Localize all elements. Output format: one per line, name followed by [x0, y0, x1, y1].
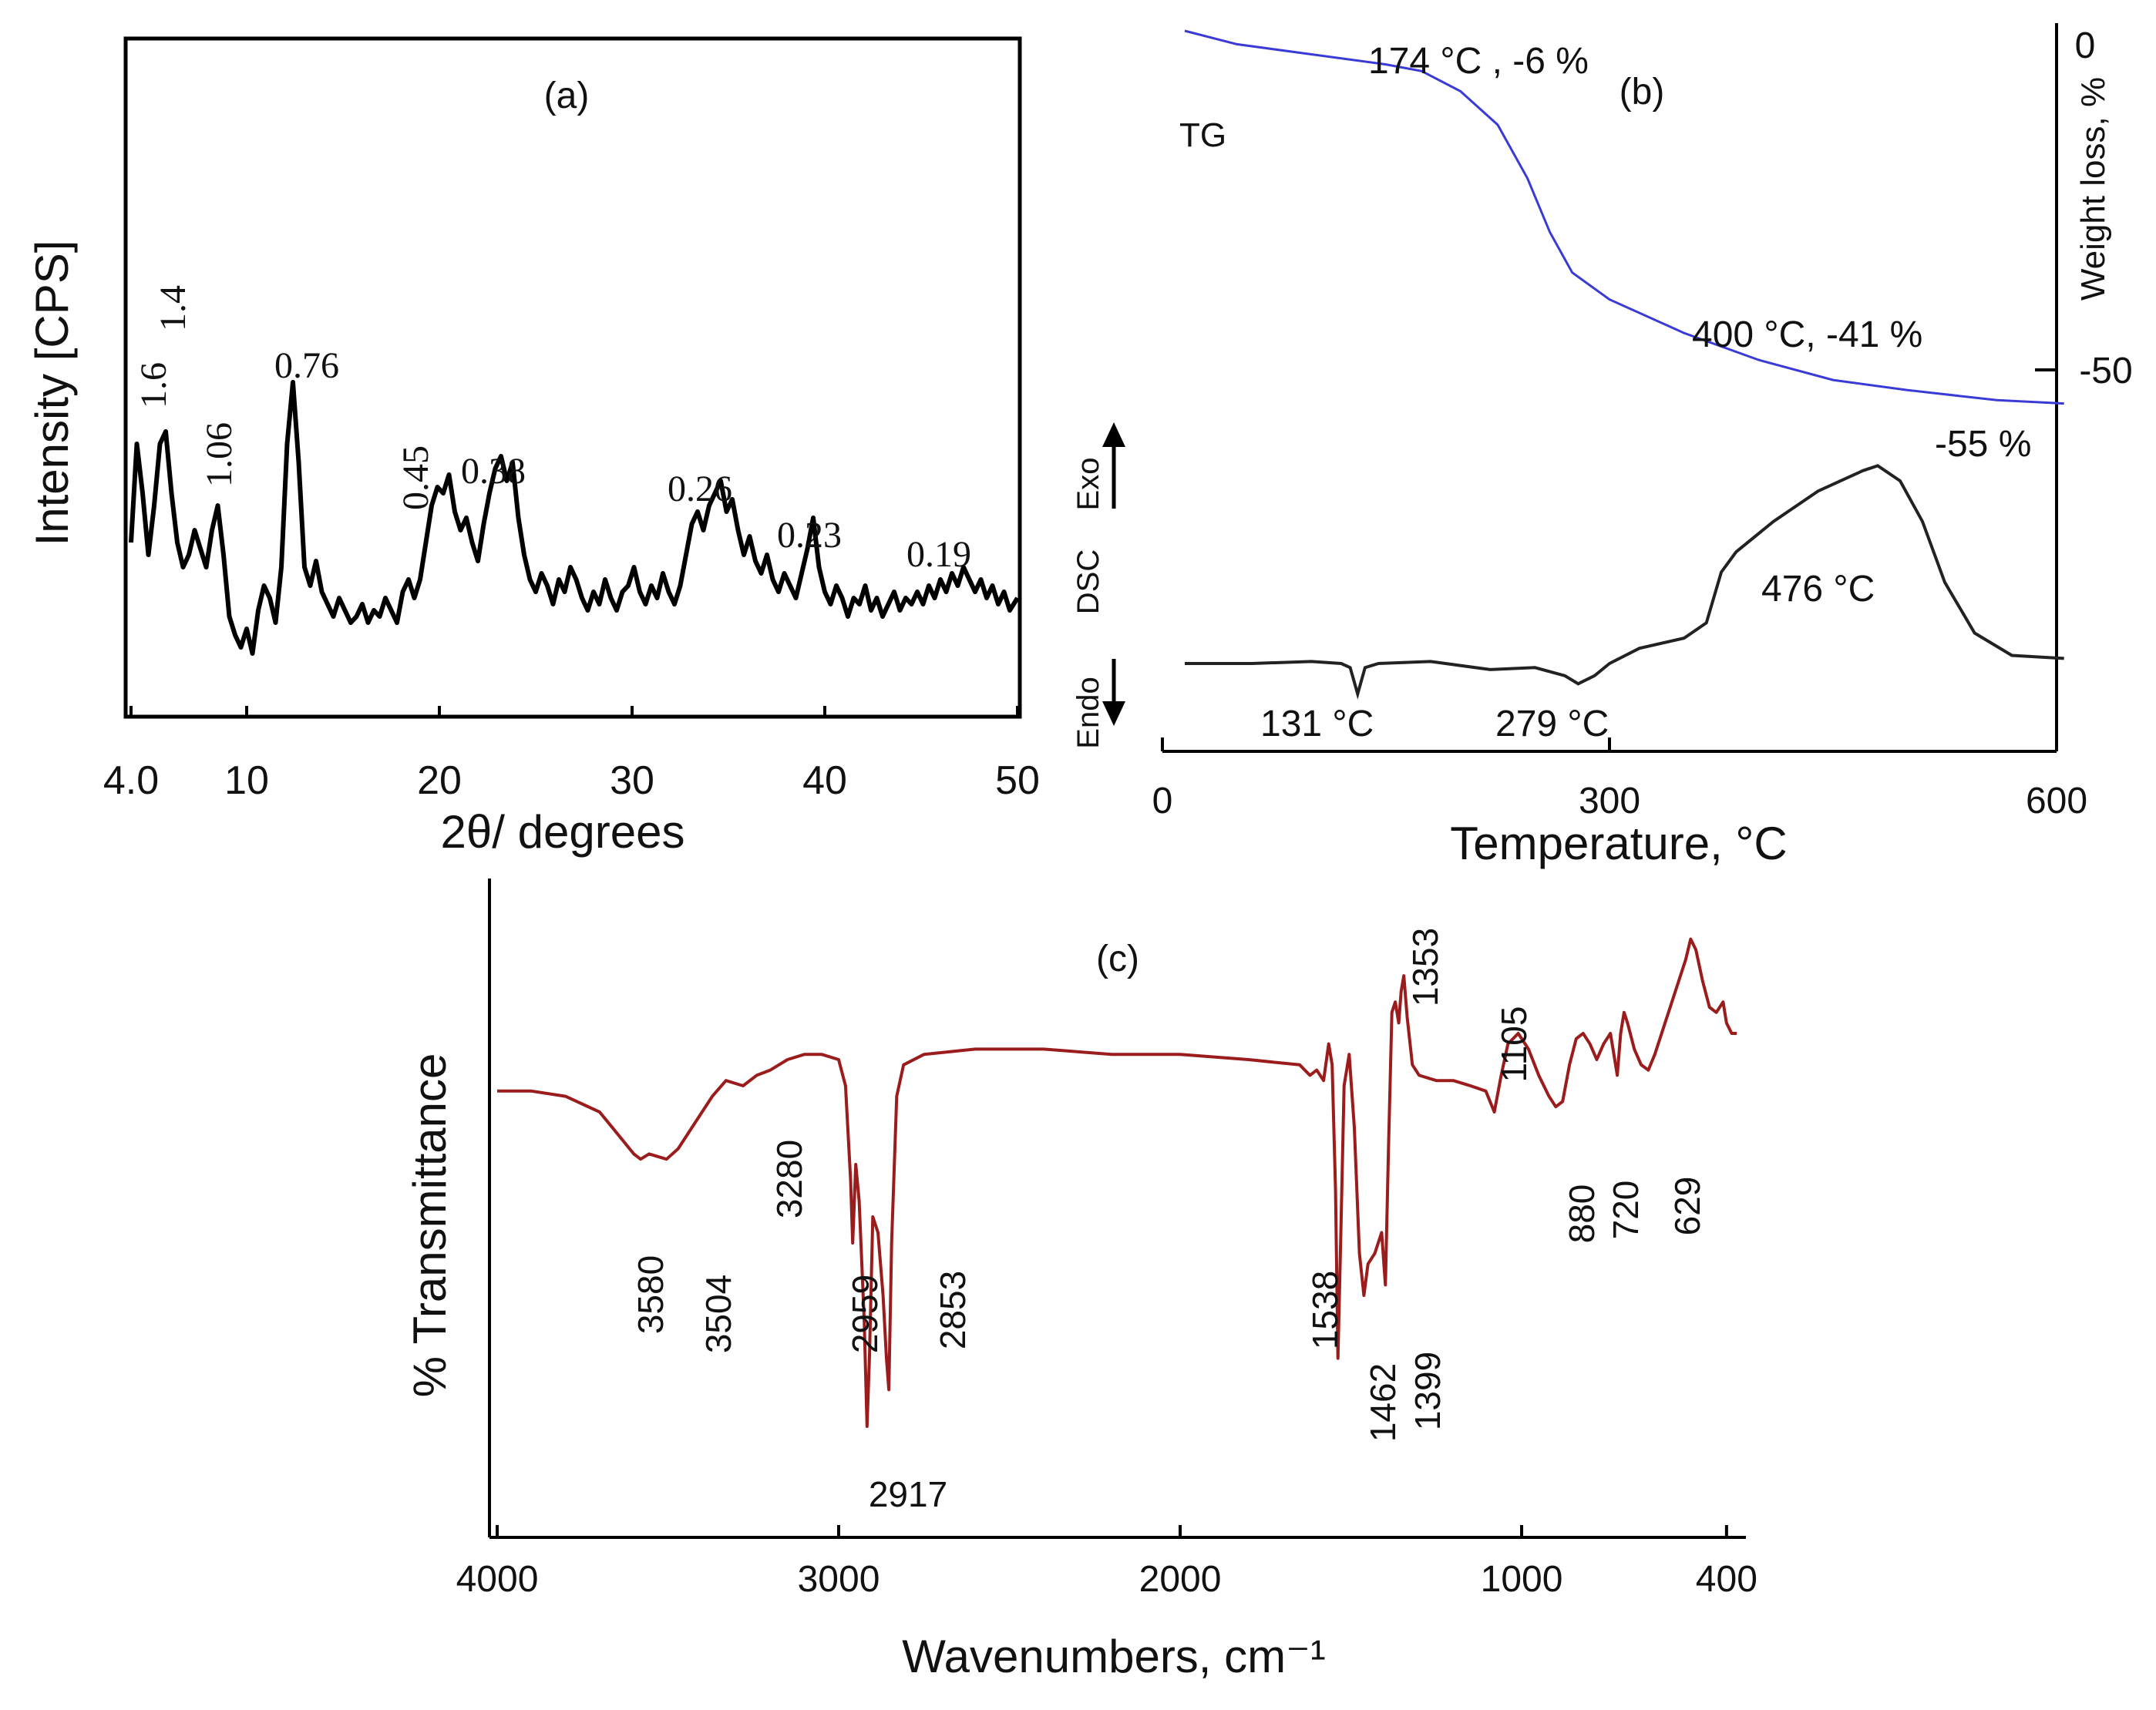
panel-a-title: (a) — [544, 76, 590, 116]
panel-c-label-1462: 1462 — [1363, 1363, 1403, 1442]
panel-a-x-tick-label-4.0: 4.0 — [103, 758, 159, 803]
panel-c-label-3504: 3504 — [698, 1275, 738, 1353]
panel-a-ylabel: Intensity [CPS] — [26, 240, 78, 546]
panel-b-annot-minus55: -55 % — [1935, 424, 2031, 465]
panel-a-x-tick-label-30: 30 — [610, 758, 654, 803]
panel-c-ftir-line — [497, 937, 1737, 1428]
panel-b: 0 -50 Weight loss, % (b) Temperature, °C… — [1071, 23, 2133, 869]
panel-a-peak-labels: 1.6 1.4 1.06 0.76 0.45 0.38 0.26 0.23 0.… — [133, 285, 971, 575]
panel-b-exo-endo-marker: Exo DSC Endo — [1071, 422, 1125, 749]
panel-b-dsc-label: DSC — [1071, 549, 1105, 614]
panel-c-title: (c) — [1096, 939, 1139, 979]
panel-b-xlabel: Temperature, °C — [1450, 818, 1788, 869]
panel-b-ylabel-right: Weight loss, % — [2074, 77, 2112, 301]
panel-c-x-tick-label-3000: 3000 — [798, 1559, 880, 1600]
panel-b-annot-131: 131 °C — [1260, 704, 1374, 744]
panel-c-peak-labels: 3580 3504 3280 2959 2917 2853 1538 1462 … — [631, 928, 1707, 1514]
panel-a-x-tick-label-40: 40 — [802, 758, 847, 803]
panel-a-label-1.06: 1.06 — [199, 422, 240, 487]
panel-b-exo-label: Exo — [1071, 458, 1105, 511]
panel-a: (a) Intensity [CPS] 2θ/ degrees 4.0 10 20 3… — [26, 36, 1040, 858]
panel-b-annot-400: 400 °C, -41 % — [1692, 314, 1922, 355]
panel-b-x-tick-label-600: 600 — [2026, 781, 2087, 821]
panel-b-tg-tick-label-0: 0 — [2075, 25, 2096, 66]
panel-c-label-2853: 2853 — [933, 1271, 973, 1349]
panel-b-x-tick-label-0: 0 — [1152, 781, 1173, 821]
panel-a-x-tick-label-20: 20 — [417, 758, 462, 803]
panel-c-x-tick-label-4000: 4000 — [456, 1559, 539, 1600]
panel-c-x-ticks: 4000 3000 2000 1000 400 — [456, 1525, 1757, 1600]
exo-arrow-head-icon — [1102, 422, 1125, 447]
panel-a-label-1.6: 1.6 — [133, 362, 174, 408]
endo-arrow-head-icon — [1102, 701, 1125, 726]
panel-c-label-1538: 1538 — [1305, 1271, 1345, 1349]
panel-a-label-0.38: 0.38 — [461, 451, 526, 492]
panel-c-x-tick-label-2000: 2000 — [1139, 1559, 1222, 1600]
panel-b-dsc-curve — [1185, 464, 2064, 700]
panel-a-x-tick-label-10: 10 — [224, 758, 269, 803]
panel-b-annot-279: 279 °C — [1495, 704, 1609, 744]
panel-a-x-tick-label-50: 50 — [995, 758, 1040, 803]
panel-c-label-720: 720 — [1606, 1181, 1646, 1240]
panel-c-label-2917: 2917 — [869, 1474, 947, 1514]
panel-c-label-1105: 1105 — [1494, 1006, 1534, 1083]
panel-a-frame — [123, 36, 1022, 719]
panel-c-x-tick-label-400: 400 — [1696, 1559, 1757, 1600]
panel-c: (c) % Transmittance Wavenumbers, cm⁻¹ 40… — [404, 879, 1757, 1682]
panel-c-label-1353: 1353 — [1405, 928, 1445, 1006]
panel-c-xlabel: Wavenumbers, cm⁻¹ — [902, 1631, 1326, 1682]
panel-a-label-0.45: 0.45 — [395, 445, 436, 510]
panel-b-x-ticks: 0 300 600 — [1152, 737, 2087, 821]
panel-a-label-0.23: 0.23 — [777, 515, 842, 556]
panel-b-x-tick-label-300: 300 — [1579, 781, 1640, 821]
panel-b-tg-series-label: TG — [1179, 116, 1226, 154]
panel-c-label-880: 880 — [1562, 1184, 1602, 1244]
panel-a-x-ticks: 4.0 10 20 30 40 50 — [103, 706, 1040, 803]
panel-c-label-3280: 3280 — [769, 1140, 809, 1218]
panel-a-label-0.76: 0.76 — [274, 345, 339, 386]
panel-c-label-629: 629 — [1667, 1177, 1707, 1236]
panel-c-ylabel: % Transmittance — [404, 1053, 456, 1398]
panel-c-label-3580: 3580 — [631, 1255, 671, 1334]
panel-c-label-1399: 1399 — [1408, 1352, 1448, 1430]
panel-a-xlabel: 2θ/ degrees — [441, 806, 685, 858]
panel-c-label-2959: 2959 — [845, 1275, 885, 1353]
panel-b-title: (b) — [1620, 72, 1665, 113]
panel-a-xrd-line — [129, 380, 1020, 656]
panel-b-tg-curve — [1184, 29, 2064, 405]
panel-a-label-0.26: 0.26 — [668, 469, 732, 509]
panel-b-annot-174: 174 °C , -6 % — [1368, 41, 1589, 82]
panel-a-label-1.4: 1.4 — [153, 285, 193, 331]
panel-b-annot-476: 476 °C — [1761, 569, 1875, 610]
panel-c-x-tick-label-1000: 1000 — [1481, 1559, 1563, 1600]
panel-b-tg-tick-label-minus50: -50 — [2079, 351, 2132, 391]
panel-b-endo-label: Endo — [1071, 677, 1105, 748]
panel-a-label-0.19: 0.19 — [906, 534, 971, 575]
